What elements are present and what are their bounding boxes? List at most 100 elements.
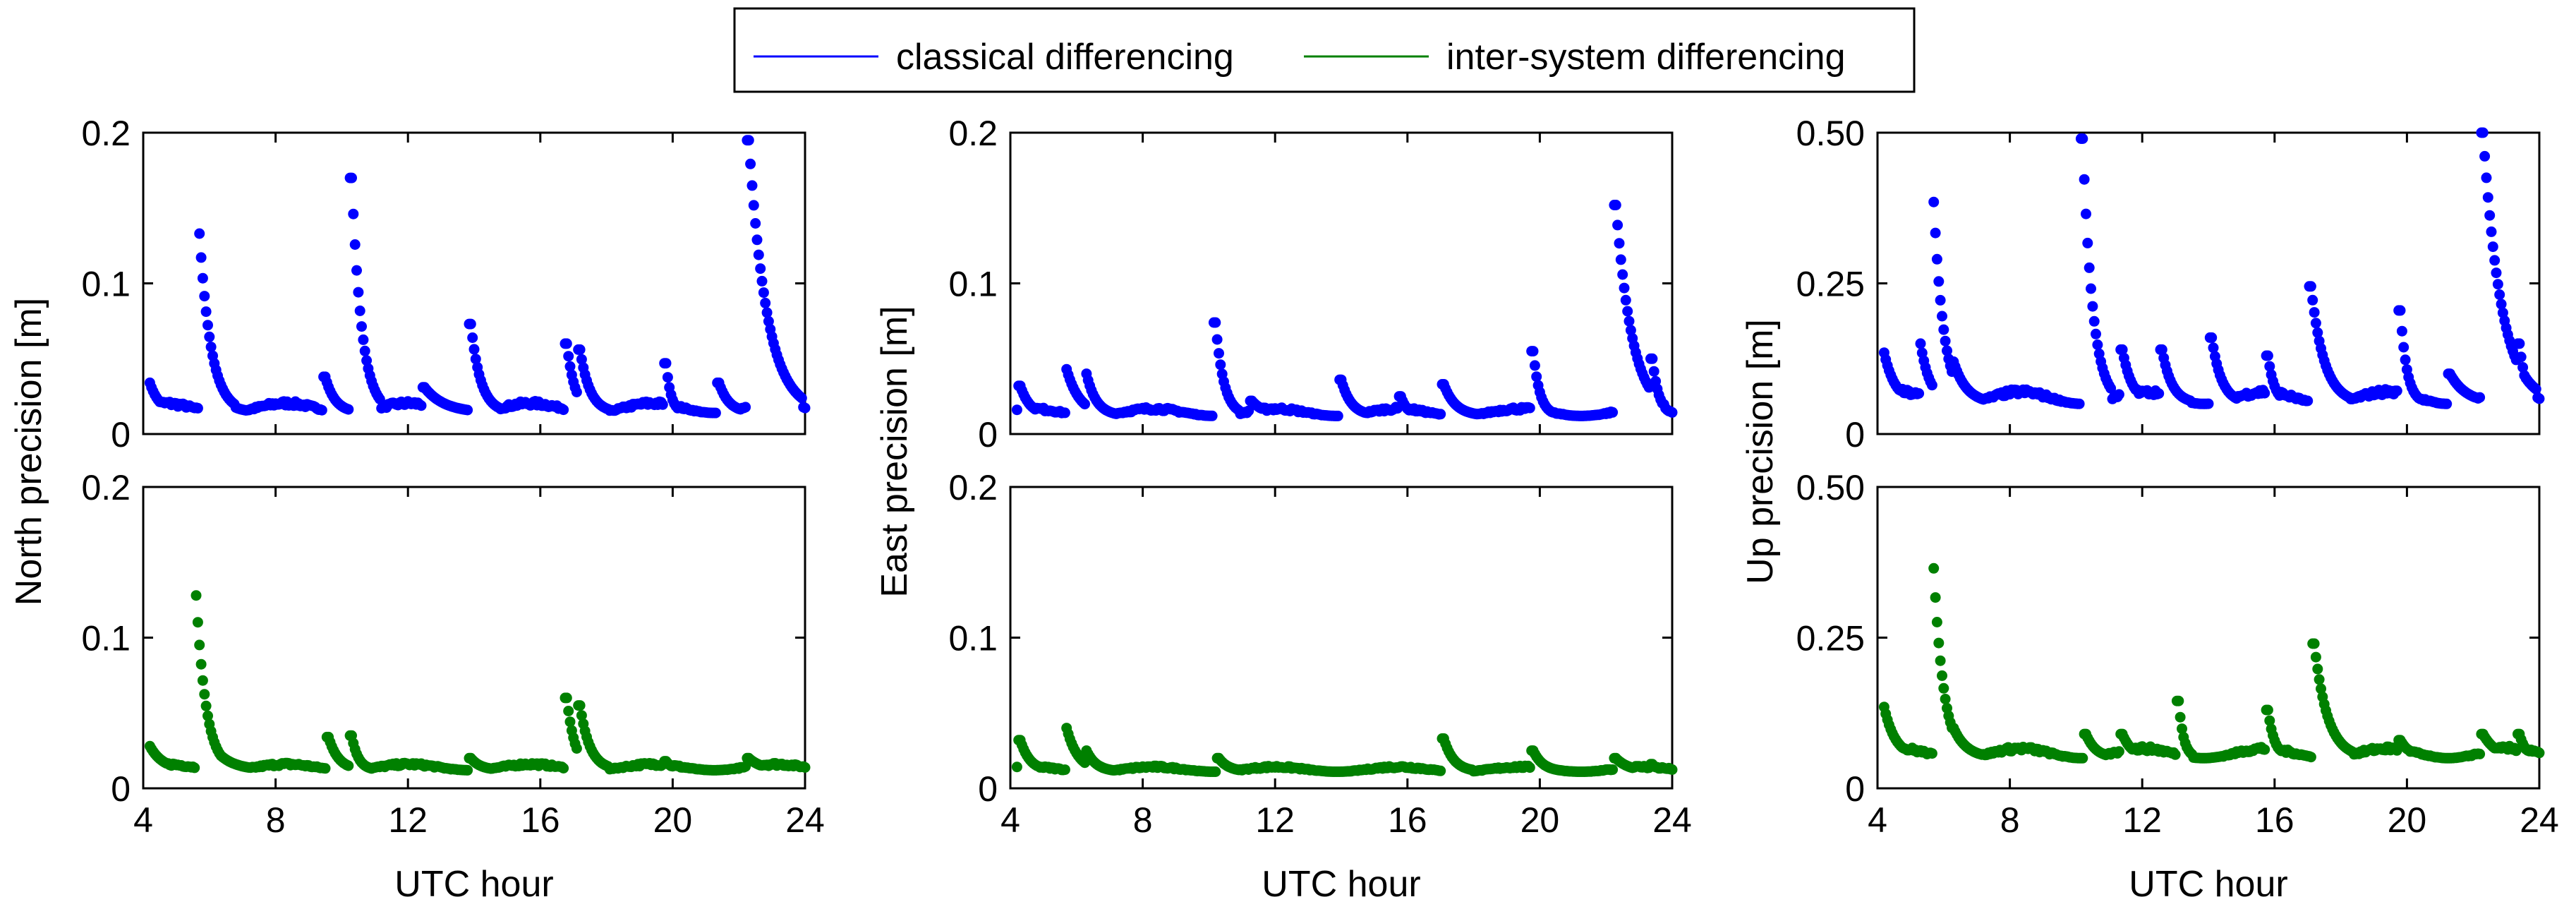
panel-up-top: 0 0.25 0.50 [1796,114,2545,454]
x-tick-label: 8 [1133,800,1153,840]
data-point [2077,133,2088,144]
data-point [657,399,668,410]
data-point [1667,407,1678,418]
data-point [2309,307,2320,318]
data-point [195,658,207,670]
data-point [2441,398,2453,409]
data-point [2484,210,2496,221]
data-point [1529,360,1540,371]
series-up-top [1878,127,2545,409]
x-tick-label: 12 [2122,800,2162,840]
ylabel-up: Up precision [m] [1740,319,1781,584]
data-point [1011,761,1022,773]
data-point [2477,127,2489,138]
y-tick-label: 0.2 [81,114,131,153]
data-point [197,272,208,284]
data-point [2170,749,2181,760]
legend: classical differencing inter-system diff… [733,7,1916,93]
y-tick-label: 0.50 [1796,114,1865,153]
data-point [2534,747,2545,759]
data-point [564,716,576,728]
x-tick-label: 16 [1388,800,1427,840]
data-point [710,407,721,419]
data-point [2074,398,2085,409]
data-point [1435,765,1446,776]
data-point [1332,410,1343,421]
data-point [1935,655,1946,666]
data-point [2479,150,2491,162]
data-point [2091,328,2101,339]
x-tick-label: 16 [521,800,560,840]
ylabel-east: East precision [m] [874,306,915,597]
data-point [2262,350,2273,361]
data-point [2398,342,2409,353]
data-point [1210,317,1221,328]
data-point [1940,335,1951,347]
data-point [1243,405,1254,416]
data-point [1059,764,1070,776]
data-point [796,392,807,404]
data-point [1938,324,1949,335]
data-point [1930,592,1941,603]
data-point [1648,366,1659,377]
data-point [361,355,373,366]
data-point [660,358,672,369]
data-point [576,354,587,365]
legend-label-classical: classical differencing [896,37,1234,78]
data-point [1933,276,1945,287]
data-point [1612,219,1623,231]
data-point [2310,651,2321,663]
y-tick-label: 0.1 [81,265,131,304]
series-up-bottom [1878,562,2545,764]
xlabel-north: UTC hour [394,864,553,905]
panel-north-bottom: 0 0.1 0.2 4 8 12 16 20 24 [81,468,824,840]
data-point [195,252,207,263]
data-point [1614,238,1625,249]
x-tick-label: 24 [1652,800,1692,840]
data-point [563,706,574,716]
data-point [2113,746,2124,757]
data-point [2492,279,2503,290]
data-point [197,675,208,686]
data-point [1937,670,1947,681]
x-tick-label: 4 [1000,800,1020,840]
data-point [2497,307,2508,318]
data-point [2259,744,2270,755]
data-point [745,158,756,169]
data-point [1610,200,1621,210]
panel-east-bottom: 0 0.1 0.2 4 8 12 16 20 24 [948,468,1691,840]
data-point [750,218,761,229]
data-point [462,764,473,776]
data-point [799,402,811,414]
data-point [1211,334,1223,345]
x-tick-label: 20 [1520,800,1560,840]
data-point [2259,387,2270,399]
x-tick-label: 4 [133,800,153,840]
data-point [2489,255,2501,266]
data-point [2208,342,2219,354]
data-point [2474,392,2486,403]
data-point [1928,562,1940,574]
data-point [748,200,759,211]
axes-frame-up-bottom [1876,486,2541,790]
data-point [348,208,359,219]
data-point [2203,398,2214,409]
x-tick-label: 12 [1255,800,1295,840]
data-point [199,689,210,700]
y-tick-label: 0 [1845,769,1865,809]
data-point [353,287,364,298]
data-point [571,387,582,397]
data-point [1938,682,1949,694]
data-point [1531,371,1542,383]
data-point [1524,402,1535,414]
panel-up-bottom: 0 0.25 0.50 4 8 12 16 20 24 [1796,468,2559,840]
data-point [561,692,572,704]
data-point [1913,388,1925,399]
data-point [1926,380,1937,391]
data-point [468,344,480,355]
y-tick-label: 0.2 [81,468,131,507]
data-point [1931,253,1942,265]
data-point [2517,362,2529,373]
data-point [1435,409,1446,420]
xlabel-up: UTC hour [2129,864,2287,905]
